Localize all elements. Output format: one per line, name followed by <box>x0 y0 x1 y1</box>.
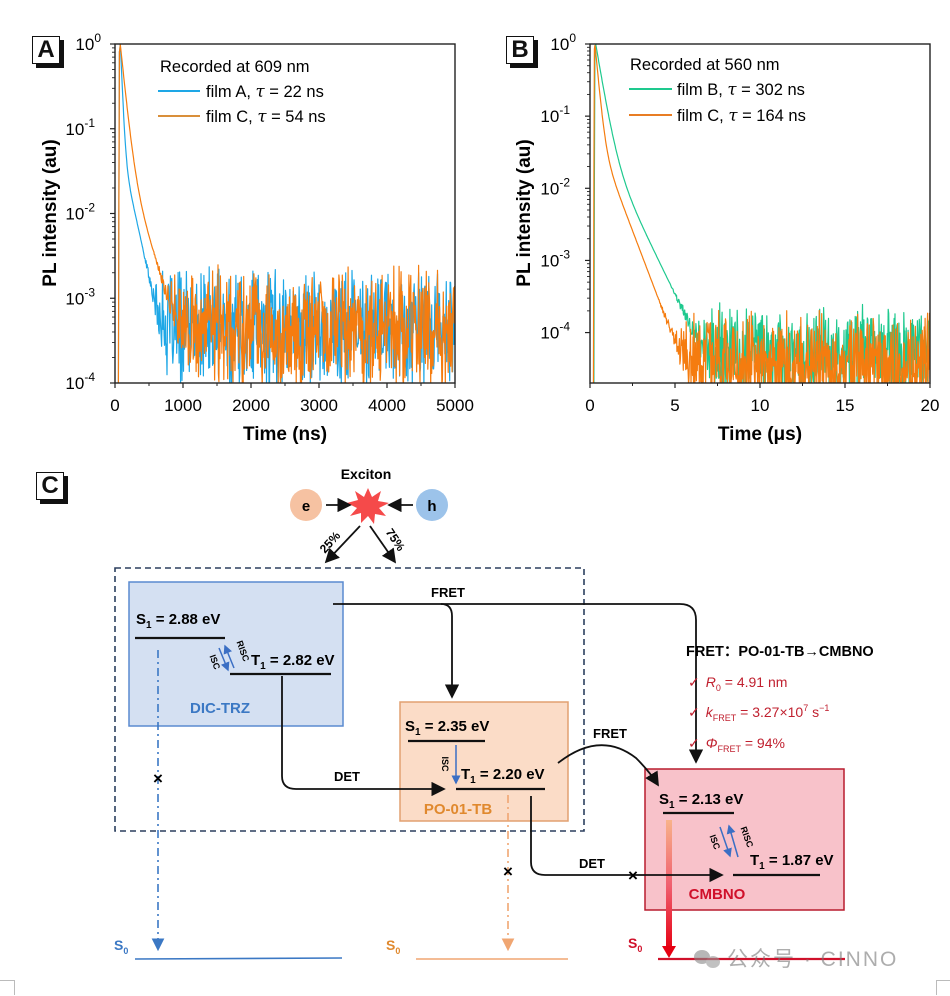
dic-trz-s1-label: S1 = 2.88 eV <box>136 611 220 631</box>
det-right-blocked-mark: × <box>628 866 638 885</box>
po-01-tb-isc-label: ISC <box>440 756 450 772</box>
hole-circle <box>416 489 448 521</box>
dic-trz-box <box>128 581 344 727</box>
chart-a-ylabel: PL intensity (au) <box>40 139 61 286</box>
corner-mark-left <box>0 980 15 995</box>
cmbno-name: CMBNO <box>689 886 746 903</box>
electron-label: e <box>302 498 310 515</box>
fret-dic-to-po-arrow <box>440 603 460 699</box>
x-tick-label: 1000 <box>164 396 202 415</box>
cmbno-s1-label: S1 = 2.13 eV <box>659 791 743 811</box>
dic-trz-s0-level <box>134 957 343 960</box>
singlet-arrow <box>324 525 361 564</box>
y-tick-label: 10-1 <box>540 103 570 126</box>
chart-a-annotation: Recorded at 609 nm <box>160 58 310 76</box>
corner-mark-right <box>936 980 950 995</box>
y-tick-label: 100 <box>550 31 576 54</box>
x-tick-label: 15 <box>836 396 855 415</box>
fret-info-kfret: ✓ kFRET = 3.27×107 s−1 <box>688 703 829 723</box>
x-tick-label: 10 <box>751 396 770 415</box>
watermark-text: 公众号 · CINNO <box>727 948 898 971</box>
triplet-arrow <box>369 525 397 564</box>
dic-trz-risc-arrow <box>223 644 235 669</box>
cmbno-emission-arrowhead <box>662 946 676 958</box>
y-tick-label: 10-1 <box>65 116 95 139</box>
cmbno-isc-arrow <box>719 826 732 858</box>
chart-b-xlabel: Time (μs) <box>718 424 802 445</box>
legend-b-label-1: film C, τ = 164 ns <box>677 106 806 125</box>
cmbno-isc-label: ISC <box>708 833 723 851</box>
dic-trz-risc-label: RISC <box>234 639 251 663</box>
chart-b: 0 5 10 15 20 100 10-1 10-2 10-3 10-4 Recorded at… <box>514 31 939 445</box>
det-right-label: DET <box>579 856 605 871</box>
panel-label-c: C <box>36 472 64 500</box>
chart-a-xlabel: Time (ns) <box>243 424 327 445</box>
dic-trz-isc-arrow <box>218 647 230 672</box>
y-tick-label: 10-4 <box>65 370 95 393</box>
fret-top-label: FRET <box>431 585 465 600</box>
fret-mid-label: FRET <box>593 726 627 741</box>
po-01-tb-t1-label: T1 = 2.20 eV <box>461 766 545 786</box>
electron-circle <box>290 489 322 521</box>
host-dashed-box <box>114 567 585 832</box>
po-01-tb-box <box>399 701 569 822</box>
y-tick-label: 10-3 <box>65 285 95 308</box>
dic-trz-isc-label: ISC <box>208 653 223 671</box>
det-left-label: DET <box>334 769 360 784</box>
x-tick-label: 20 <box>921 396 940 415</box>
exciton-label: Exciton <box>341 466 392 482</box>
fret-info-title: FRET：PO-01-TB→CMBNO <box>686 644 874 660</box>
series-line-1 <box>117 44 455 383</box>
legend-a-label-1: film C, τ = 54 ns <box>206 107 326 126</box>
exciton-burst-icon <box>347 488 389 524</box>
po-01-tb-name: PO-01-TB <box>424 801 493 818</box>
det-po-to-cmbno-arrow <box>530 796 724 883</box>
fret-info-phi: ✓ ΦFRET = 94% <box>688 735 785 754</box>
cmbno-risc-arrow <box>726 824 739 858</box>
watermark: 公众号 · CINNO <box>694 948 898 971</box>
legend-b-label-0: film B, τ = 302 ns <box>677 80 805 99</box>
chart-b-ylabel: PL intensity (au) <box>514 139 535 286</box>
po-01-tb-s0-label: S0 <box>386 937 400 956</box>
wechat-icon <box>694 950 710 964</box>
cmbno-box <box>644 768 845 911</box>
cmbno-emission-bar <box>666 820 672 950</box>
x-tick-label: 2000 <box>232 396 270 415</box>
chart-b-annotation: Recorded at 560 nm <box>630 56 780 74</box>
dic-trz-s0-label: S0 <box>114 937 128 956</box>
x-tick-label: 3000 <box>300 396 338 415</box>
chart-a: 0 1000 2000 3000 4000 5000 100 10-1 10-2 10-3 10-… <box>40 31 474 445</box>
triplet-percent: 75% <box>383 526 408 554</box>
fret-dic-to-cmbno-arrow <box>333 603 704 764</box>
po-01-tb-blocked-mark: × <box>503 862 513 881</box>
y-tick-label: 100 <box>75 31 101 54</box>
cmbno-s0-label: S0 <box>628 935 642 954</box>
dic-trz-t1-label: T1 = 2.82 eV <box>251 652 335 672</box>
dic-trz-blocked-mark: × <box>153 769 163 788</box>
panel-label-b: B <box>506 36 534 64</box>
cmbno-risc-label: RISC <box>738 825 755 849</box>
y-tick-label: 10-2 <box>65 201 95 224</box>
legend-a-label-0: film A, τ = 22 ns <box>206 82 324 101</box>
chart-a-plot-area: 0 1000 2000 3000 4000 5000 100 10-1 10-2 10-3 10-… <box>65 31 474 415</box>
x-tick-label: 0 <box>585 396 594 415</box>
fret-po-to-cmbno-arrow <box>557 744 659 787</box>
y-tick-label: 10-3 <box>540 247 570 270</box>
dic-trz-name: DIC-TRZ <box>190 700 250 717</box>
series-line-1 <box>592 44 930 383</box>
x-tick-label: 4000 <box>368 396 406 415</box>
det-dic-to-po-arrow <box>281 676 446 797</box>
chart-b-plot-area: 0 5 10 15 20 100 10-1 10-2 10-3 10-4 <box>540 31 939 415</box>
singlet-percent: 25% <box>317 528 344 555</box>
x-tick-label: 5 <box>670 396 679 415</box>
panel-label-a: A <box>32 36 60 64</box>
hole-label: h <box>427 498 436 515</box>
y-tick-label: 10-4 <box>540 320 570 343</box>
x-tick-label: 0 <box>110 396 119 415</box>
fret-info-r0: ✓ R0 = 4.91 nm <box>688 674 787 693</box>
x-tick-label: 5000 <box>436 396 474 415</box>
cmbno-t1-label: T1 = 1.87 eV <box>750 852 834 872</box>
po-01-tb-s1-label: S1 = 2.35 eV <box>405 718 489 738</box>
y-tick-label: 10-2 <box>540 175 570 198</box>
